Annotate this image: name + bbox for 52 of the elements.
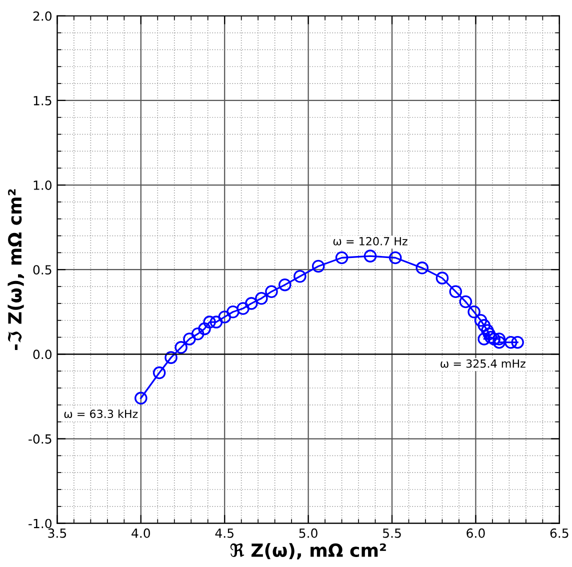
annotation: ω = 325.4 mHz — [440, 359, 526, 368]
x-tick-label: 6.0 — [466, 528, 485, 538]
point — [218, 310, 231, 324]
point — [198, 322, 211, 336]
x-tick-label: 3.5 — [48, 528, 66, 538]
y-tick-label: 2.0 — [33, 11, 52, 21]
point — [478, 332, 490, 346]
point — [203, 316, 216, 328]
point — [191, 327, 204, 340]
y-tick-label: 0.0 — [33, 350, 52, 360]
point — [278, 278, 292, 292]
annotation: ω = 120.7 Hz — [333, 237, 408, 246]
x-tick-label: 4.0 — [132, 528, 150, 538]
point — [416, 262, 429, 274]
point — [164, 351, 178, 364]
point — [468, 306, 480, 318]
point — [436, 272, 449, 284]
y-tick-label: -1.0 — [28, 518, 52, 528]
x-tick-label: 5.0 — [299, 528, 318, 538]
point — [183, 332, 196, 346]
point — [459, 295, 472, 308]
y-tick-label: 1.5 — [34, 96, 52, 106]
point — [294, 270, 306, 283]
point — [504, 336, 518, 349]
x-tick-label: 5.5 — [383, 528, 401, 538]
point — [492, 336, 506, 349]
point — [511, 336, 524, 349]
point — [255, 292, 268, 305]
point — [449, 285, 462, 298]
point — [236, 302, 250, 315]
x-axis-title: ℜ Z(ω), mΩ cm² — [230, 543, 386, 560]
point — [134, 392, 148, 405]
x-tick-label: 6.5 — [550, 528, 568, 538]
point — [265, 285, 278, 298]
y-axis-title: -ℑ Z(ω), mΩ cm² — [8, 189, 24, 350]
point — [474, 314, 488, 327]
point — [388, 251, 402, 264]
y-tick-label: 0.5 — [33, 265, 52, 275]
point — [226, 306, 240, 318]
point — [364, 250, 377, 262]
y-tick-label: -0.5 — [28, 434, 52, 444]
point — [152, 366, 166, 380]
point — [245, 297, 258, 310]
point — [335, 251, 348, 264]
point — [492, 332, 506, 346]
point — [210, 316, 223, 328]
point — [174, 341, 188, 354]
point — [478, 319, 490, 332]
annotation: ω = 63.3 kHz — [64, 409, 138, 418]
point — [312, 260, 325, 273]
x-tick-label: 4.5 — [215, 528, 234, 538]
y-tick-label: 1.0 — [34, 180, 52, 190]
